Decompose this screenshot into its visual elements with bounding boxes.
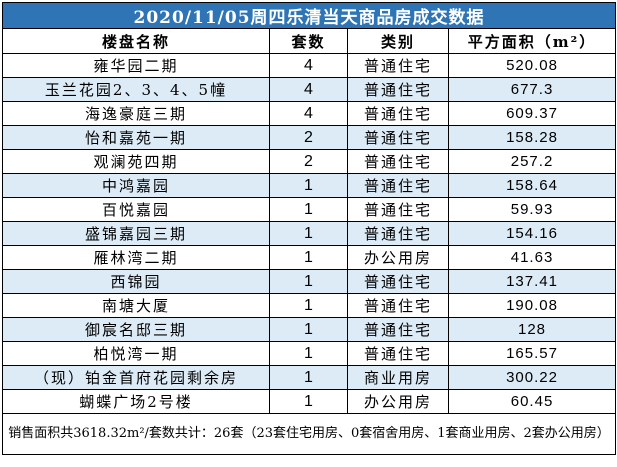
- unit-count-cell: 2: [269, 125, 348, 150]
- project-name-cell: 雁林湾二期: [2, 245, 270, 270]
- property-type-cell: 办公用房: [347, 389, 449, 414]
- floor-area-cell: 137.41: [447, 269, 617, 294]
- unit-count-cell: 1: [269, 173, 348, 198]
- table-row: 盛锦嘉园三期 1 普通住宅 154.16: [2, 221, 617, 246]
- floor-area-cell: 128: [447, 317, 617, 342]
- unit-count-cell: 1: [269, 389, 348, 414]
- project-name-cell: 玉兰花园2、3、4、5幢: [2, 77, 270, 102]
- header-type: 类别: [347, 28, 449, 54]
- unit-count-cell: 1: [269, 197, 348, 222]
- project-name-cell: 百悦嘉园: [2, 197, 270, 222]
- table-row: 百悦嘉园 1 普通住宅 59.93: [2, 197, 617, 222]
- unit-count-cell: 4: [269, 77, 348, 102]
- property-type-cell: 普通住宅: [347, 53, 449, 78]
- header-row: 楼盘名称 套数 类别 平方面积（m²）: [2, 28, 617, 54]
- project-name-cell: 蝴蝶广场2号楼: [2, 389, 270, 414]
- unit-count-cell: 1: [269, 245, 348, 270]
- floor-area-cell: 165.57: [447, 341, 617, 366]
- table-row: 西锦园 1 普通住宅 137.41: [2, 269, 617, 294]
- table-row: 海逸豪庭三期 4 普通住宅 609.37: [2, 101, 617, 126]
- summary-row: 销售面积共3618.32m²/套数共计：26套（23套住宅用房、0套宿舍用房、1…: [1, 413, 617, 455]
- floor-area-cell: 60.45: [447, 389, 617, 414]
- floor-area-cell: 158.64: [447, 173, 617, 198]
- floor-area-cell: 520.08: [447, 53, 617, 78]
- floor-area-cell: 609.37: [447, 101, 617, 126]
- property-type-cell: 普通住宅: [347, 317, 449, 342]
- unit-count-cell: 1: [269, 221, 348, 246]
- unit-count-cell: 1: [269, 365, 348, 390]
- title-row: 2020/11/05周四乐清当天商品房成交数据: [1, 2, 617, 29]
- floor-area-cell: 41.63: [447, 245, 617, 270]
- unit-count-cell: 2: [269, 149, 348, 174]
- table-row: （现）铂金首府花园剩余房 1 商业用房 300.22: [2, 365, 617, 390]
- table-row: 蝴蝶广场2号楼 1 办公用房 60.45: [2, 389, 617, 414]
- table-row: 中鸿嘉园 1 普通住宅 158.64: [2, 173, 617, 198]
- property-type-cell: 办公用房: [347, 245, 449, 270]
- project-name-cell: 柏悦湾一期: [2, 341, 270, 366]
- header-name: 楼盘名称: [2, 28, 270, 54]
- table-row: 怡和嘉苑一期 2 普通住宅 158.28: [2, 125, 617, 150]
- floor-area-cell: 59.93: [447, 197, 617, 222]
- sales-table: 2020/11/05周四乐清当天商品房成交数据 楼盘名称 套数 类别 平方面积（…: [1, 2, 617, 455]
- project-name-cell: 中鸿嘉园: [2, 173, 270, 198]
- floor-area-cell: 300.22: [447, 365, 617, 390]
- unit-count-cell: 4: [269, 101, 348, 126]
- project-name-cell: 怡和嘉苑一期: [2, 125, 270, 150]
- property-type-cell: 普通住宅: [347, 341, 449, 366]
- property-type-cell: 普通住宅: [347, 101, 449, 126]
- property-type-cell: 普通住宅: [347, 293, 449, 318]
- project-name-cell: （现）铂金首府花园剩余房: [2, 365, 270, 390]
- unit-count-cell: 1: [269, 269, 348, 294]
- project-name-cell: 御宸名邸三期: [2, 317, 270, 342]
- property-type-cell: 普通住宅: [347, 221, 449, 246]
- summary-text: 销售面积共3618.32m²/套数共计：26套（23套住宅用房、0套宿舍用房、1…: [1, 413, 617, 455]
- project-name-cell: 西锦园: [2, 269, 270, 294]
- property-type-cell: 商业用房: [347, 365, 449, 390]
- floor-area-cell: 158.28: [447, 125, 617, 150]
- project-name-cell: 南塘大厦: [2, 293, 270, 318]
- property-type-cell: 普通住宅: [347, 77, 449, 102]
- floor-area-cell: 154.16: [447, 221, 617, 246]
- table-row: 柏悦湾一期 1 普通住宅 165.57: [2, 341, 617, 366]
- header-count: 套数: [269, 28, 348, 54]
- project-name-cell: 观澜苑四期: [2, 149, 270, 174]
- property-type-cell: 普通住宅: [347, 125, 449, 150]
- property-type-cell: 普通住宅: [347, 269, 449, 294]
- property-type-cell: 普通住宅: [347, 197, 449, 222]
- project-name-cell: 盛锦嘉园三期: [2, 221, 270, 246]
- unit-count-cell: 1: [269, 317, 348, 342]
- floor-area-cell: 190.08: [447, 293, 617, 318]
- unit-count-cell: 4: [269, 53, 348, 78]
- table-row: 雁林湾二期 1 办公用房 41.63: [2, 245, 617, 270]
- table-row: 雍华园二期 4 普通住宅 520.08: [2, 53, 617, 78]
- table-row: 御宸名邸三期 1 普通住宅 128: [2, 317, 617, 342]
- floor-area-cell: 677.3: [447, 77, 617, 102]
- floor-area-cell: 257.2: [447, 149, 617, 174]
- table-row: 玉兰花园2、3、4、5幢 4 普通住宅 677.3: [2, 77, 617, 102]
- table-row: 南塘大厦 1 普通住宅 190.08: [2, 293, 617, 318]
- table-row: 观澜苑四期 2 普通住宅 257.2: [2, 149, 617, 174]
- project-name-cell: 雍华园二期: [2, 53, 270, 78]
- header-area: 平方面积（m²）: [447, 28, 617, 54]
- property-type-cell: 普通住宅: [347, 173, 449, 198]
- sheet-title: 2020/11/05周四乐清当天商品房成交数据: [1, 2, 617, 29]
- property-type-cell: 普通住宅: [347, 149, 449, 174]
- project-name-cell: 海逸豪庭三期: [2, 101, 270, 126]
- unit-count-cell: 1: [269, 293, 348, 318]
- unit-count-cell: 1: [269, 341, 348, 366]
